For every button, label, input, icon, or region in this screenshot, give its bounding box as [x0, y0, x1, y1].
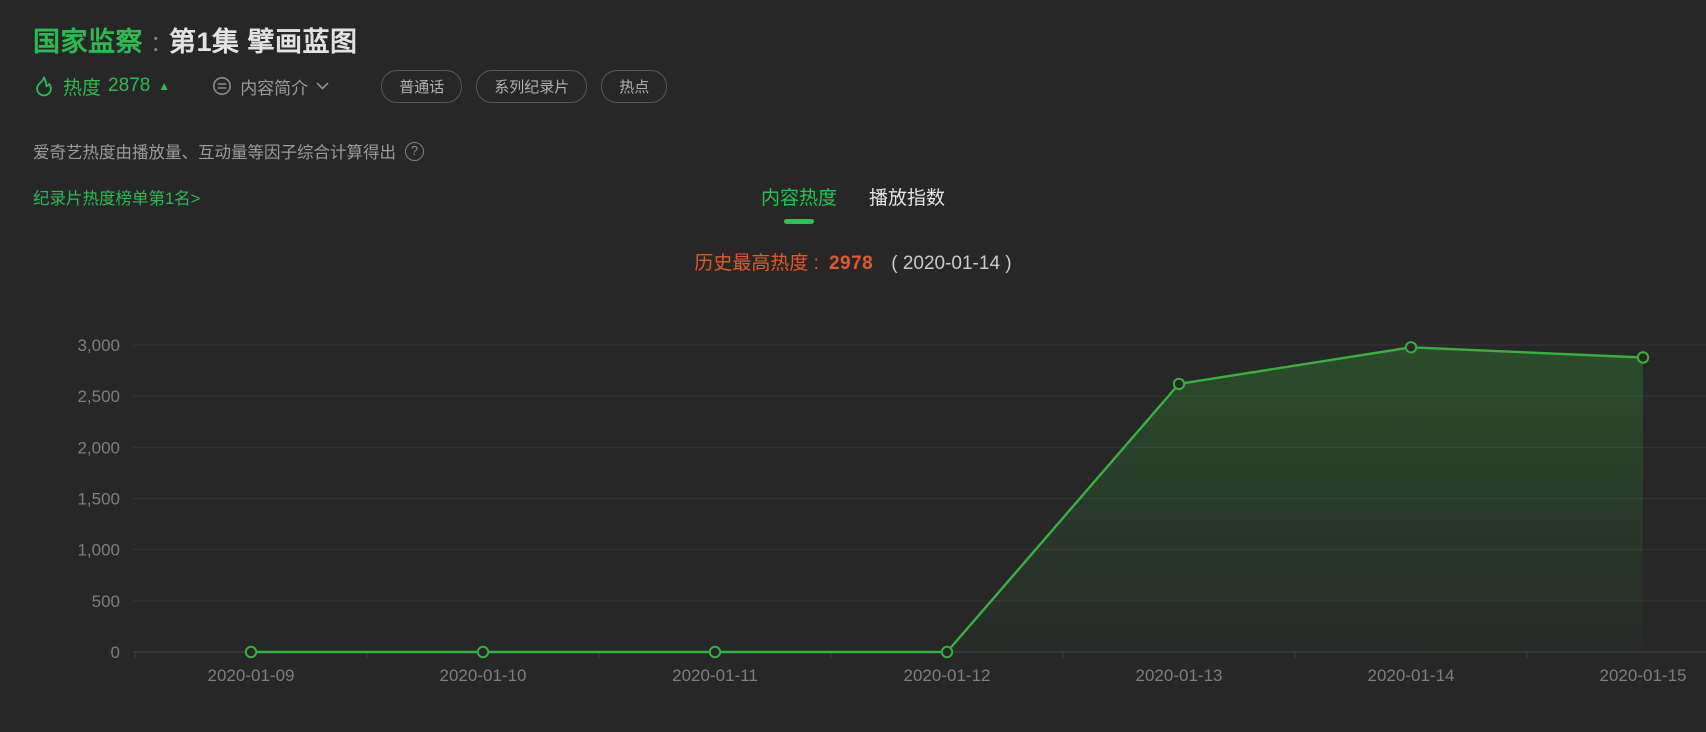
data-point-marker[interactable] — [244, 645, 258, 659]
tab-play-index-label: 播放指数 — [869, 188, 946, 209]
data-point-marker[interactable] — [1636, 351, 1650, 364]
y-axis-label: 2,500 — [77, 387, 120, 406]
tag-list: 普通话 系列纪录片 热点 — [381, 69, 668, 103]
heat-area — [251, 347, 1643, 652]
y-axis-label: 0 — [111, 643, 120, 662]
episode-title: 第1集 擘画蓝图 — [169, 27, 358, 57]
heat-trend-svg: 0 500 1,000 1,500 2,000 2,500 3,000 2020-01-09 2… — [77, 336, 1706, 685]
heat-explanation: 爱奇艺热度由播放量、互动量等因子综合计算得出 ? — [33, 139, 424, 163]
x-axis-label: 2020-01-09 — [208, 666, 295, 685]
tabs-band: 纪录片热度榜单第1名> 内容热度 播放指数 — [0, 183, 1706, 225]
data-point-marker[interactable] — [708, 645, 722, 659]
x-axis-label: 2020-01-10 — [440, 666, 527, 685]
peak-value: 2978 — [828, 253, 874, 274]
data-point-marker[interactable] — [476, 645, 490, 659]
page-title: 国家监察: 第1集 擘画蓝图 — [33, 20, 358, 59]
chart-tabs: 内容热度 播放指数 — [761, 183, 945, 224]
data-point-marker[interactable] — [1172, 377, 1186, 391]
x-axis-label: 2020-01-12 — [904, 666, 991, 685]
title-separator: : — [152, 27, 161, 57]
peak-label: 历史最高热度 : — [694, 253, 819, 274]
heat-value: 2878 — [108, 75, 151, 96]
x-axis-label: 2020-01-13 — [1136, 666, 1223, 685]
data-point-marker[interactable] — [940, 645, 954, 659]
chevron-down-icon — [316, 82, 337, 91]
y-axis-label: 1,500 — [77, 490, 120, 509]
tab-play-index[interactable]: 播放指数 — [869, 183, 945, 224]
historical-peak: 历史最高热度 : 2978 ( 2020-01-14 ) — [0, 248, 1706, 275]
summary-icon — [213, 77, 232, 95]
meta-row: 热度 2878 ▲ 内容简介 普通话 系列纪录片 热点 — [33, 69, 668, 103]
data-point-marker[interactable] — [1404, 341, 1418, 354]
tag-language[interactable]: 普通话 — [381, 69, 463, 103]
heat-explanation-text: 爱奇艺热度由播放量、互动量等因子综合计算得出 — [33, 144, 396, 162]
x-axis-label: 2020-01-15 — [1600, 666, 1687, 685]
help-icon[interactable]: ? — [405, 141, 424, 161]
x-axis-label: 2020-01-14 — [1368, 666, 1455, 685]
active-tab-underline — [783, 219, 814, 224]
heat-trend-chart: 0 500 1,000 1,500 2,000 2,500 3,000 2020-01-09 2… — [0, 280, 1706, 732]
y-axis-label: 500 — [92, 592, 120, 611]
collapse-arrow-icon: ▲ — [158, 79, 171, 93]
tab-content-heat-label: 内容热度 — [760, 188, 837, 209]
flame-icon — [36, 76, 52, 97]
tab-content-heat[interactable]: 内容热度 — [761, 183, 837, 224]
peak-date: ( 2020-01-14 ) — [891, 253, 1012, 274]
content-summary-toggle[interactable]: 内容简介 — [212, 74, 337, 99]
summary-label: 内容简介 — [240, 78, 309, 98]
tag-series-type[interactable]: 系列纪录片 — [476, 69, 588, 103]
tag-hot[interactable]: 热点 — [601, 69, 668, 103]
ranking-link[interactable]: 纪录片热度榜单第1名> — [33, 190, 201, 208]
video-title: 国家监察 — [33, 27, 143, 57]
x-axis-label: 2020-01-11 — [672, 666, 758, 685]
y-axis-label: 1,000 — [77, 541, 120, 560]
heat-label: 热度 — [63, 77, 102, 99]
y-axis-label: 2,000 — [77, 438, 120, 457]
y-axis-label: 3,000 — [77, 336, 120, 355]
heat-indicator[interactable]: 热度 2878 ▲ — [33, 73, 170, 100]
